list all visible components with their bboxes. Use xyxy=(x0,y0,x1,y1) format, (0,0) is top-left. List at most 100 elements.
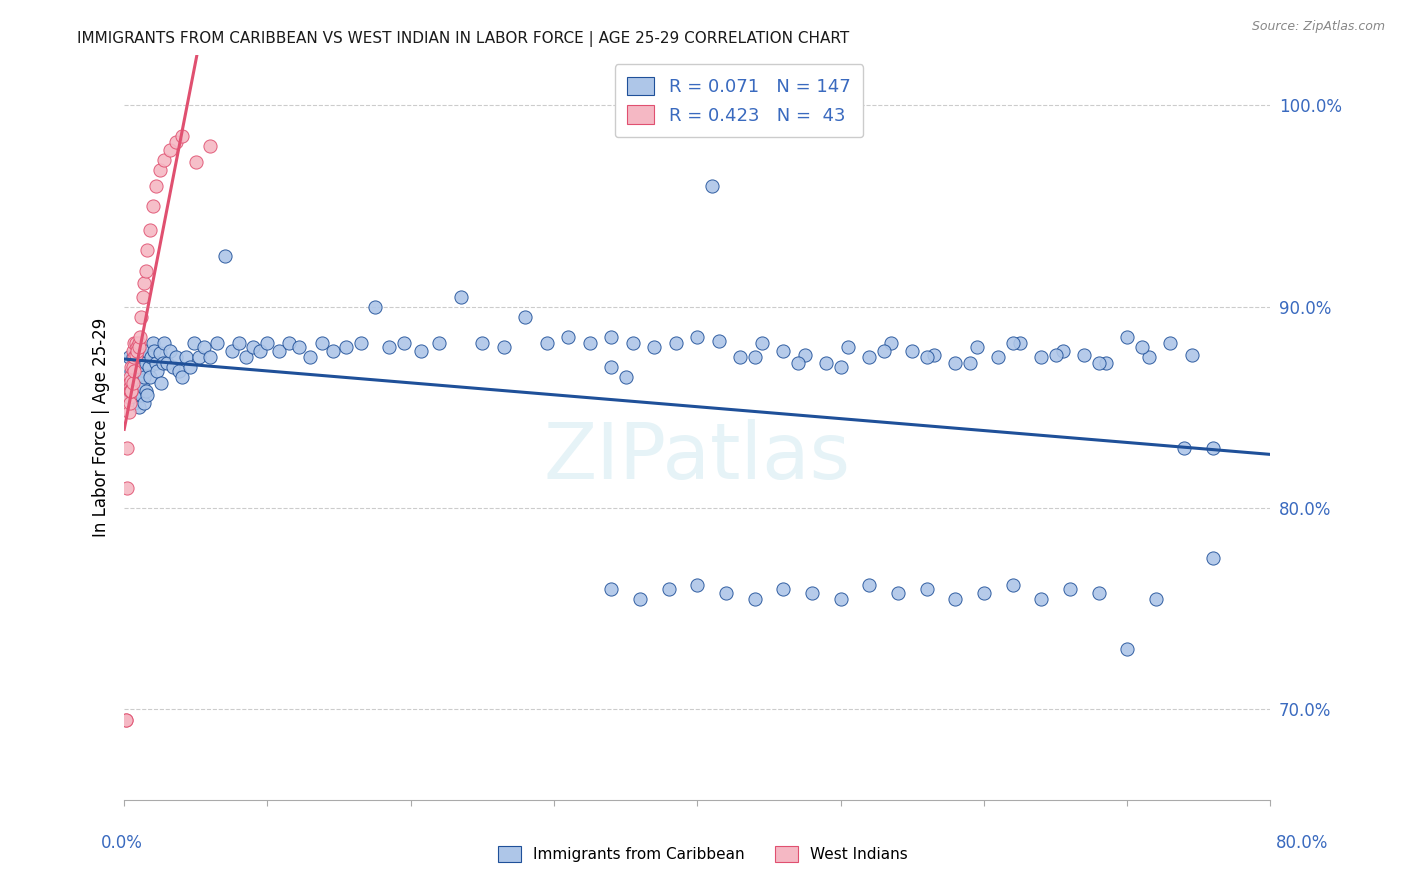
Point xyxy=(600,360,623,375)
Point xyxy=(134,276,156,290)
Point xyxy=(150,376,173,391)
Point xyxy=(127,370,149,384)
Point xyxy=(249,344,271,359)
Point xyxy=(1116,642,1139,657)
Point xyxy=(131,310,153,324)
Point xyxy=(122,376,145,391)
Point xyxy=(987,350,1010,364)
Point xyxy=(922,348,945,362)
Point xyxy=(129,344,152,359)
Point xyxy=(880,336,903,351)
Point xyxy=(128,380,150,394)
Point xyxy=(128,336,150,351)
Point xyxy=(132,290,155,304)
Point xyxy=(872,344,894,359)
Point xyxy=(228,336,250,351)
Point xyxy=(149,346,172,360)
Point xyxy=(700,179,723,194)
Point xyxy=(121,384,143,399)
Point xyxy=(122,364,145,378)
Point xyxy=(772,582,794,596)
Point xyxy=(1173,441,1195,455)
Point xyxy=(132,350,155,364)
Point xyxy=(117,391,139,405)
Point xyxy=(115,441,138,455)
Legend: Immigrants from Caribbean, West Indians: Immigrants from Caribbean, West Indians xyxy=(492,840,914,868)
Point xyxy=(793,348,815,362)
Point xyxy=(600,582,623,596)
Point xyxy=(114,713,136,727)
Point xyxy=(256,336,278,351)
Point xyxy=(153,336,176,351)
Point xyxy=(187,350,209,364)
Point xyxy=(837,340,859,354)
Point xyxy=(136,244,159,258)
Point xyxy=(125,391,148,405)
Point xyxy=(744,591,766,606)
Point xyxy=(1159,336,1181,351)
Point xyxy=(1144,591,1167,606)
Point xyxy=(135,384,157,399)
Point xyxy=(1031,591,1053,606)
Point xyxy=(1087,356,1109,370)
Point xyxy=(118,380,141,394)
Point xyxy=(127,384,149,399)
Point xyxy=(120,360,142,375)
Point xyxy=(143,344,166,359)
Point xyxy=(167,364,190,378)
Point xyxy=(278,336,301,351)
Point xyxy=(122,350,145,364)
Point xyxy=(127,340,149,354)
Point xyxy=(159,143,181,157)
Point xyxy=(121,344,143,359)
Point xyxy=(515,310,537,324)
Point xyxy=(122,396,145,410)
Point xyxy=(378,340,401,354)
Point xyxy=(1181,348,1204,362)
Point xyxy=(125,348,148,362)
Text: Source: ZipAtlas.com: Source: ZipAtlas.com xyxy=(1251,20,1385,33)
Point xyxy=(165,350,187,364)
Point xyxy=(471,336,494,351)
Point xyxy=(115,481,138,495)
Point xyxy=(1202,441,1225,455)
Point xyxy=(299,350,322,364)
Point xyxy=(1094,356,1116,370)
Point xyxy=(214,250,236,264)
Point xyxy=(959,356,981,370)
Point xyxy=(686,577,709,591)
Point xyxy=(141,350,163,364)
Point xyxy=(901,344,924,359)
Point xyxy=(1116,330,1139,344)
Point xyxy=(1031,350,1053,364)
Point xyxy=(744,350,766,364)
Point xyxy=(1008,336,1031,351)
Point xyxy=(786,356,808,370)
Point xyxy=(135,356,157,370)
Point xyxy=(815,356,838,370)
Point xyxy=(179,360,201,375)
Point xyxy=(858,577,880,591)
Point xyxy=(138,360,160,375)
Point xyxy=(118,384,141,399)
Point xyxy=(714,585,737,599)
Point xyxy=(129,376,152,391)
Point xyxy=(165,135,187,149)
Point xyxy=(1001,336,1024,351)
Point xyxy=(118,370,141,384)
Point xyxy=(1059,582,1081,596)
Point xyxy=(579,336,602,351)
Point xyxy=(122,336,145,351)
Point xyxy=(858,350,880,364)
Point xyxy=(221,344,243,359)
Point xyxy=(145,356,167,370)
Point xyxy=(800,585,823,599)
Point xyxy=(915,350,938,364)
Point xyxy=(121,350,143,364)
Point xyxy=(117,380,139,394)
Point xyxy=(235,350,257,364)
Point xyxy=(1045,348,1067,362)
Point xyxy=(152,356,174,370)
Point xyxy=(120,388,142,402)
Point xyxy=(156,356,179,370)
